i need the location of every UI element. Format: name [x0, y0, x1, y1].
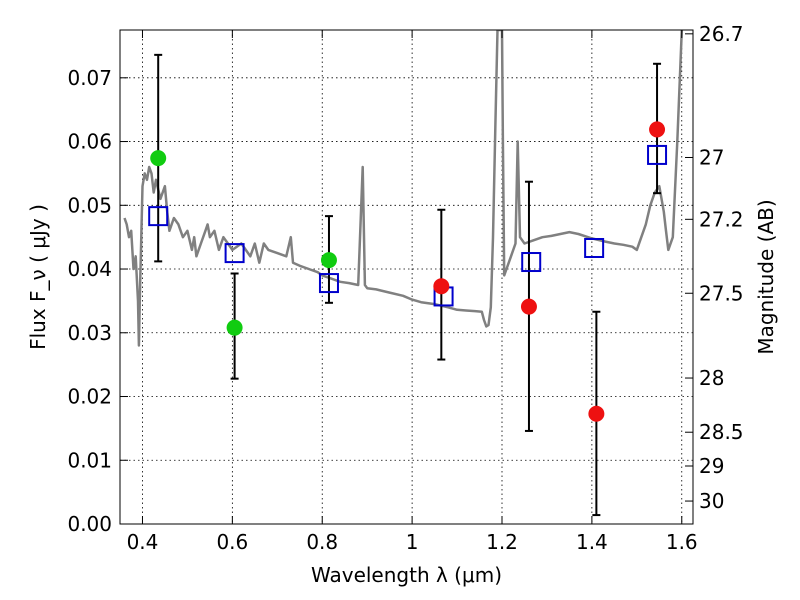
y-tick-label: 0.02	[67, 385, 112, 409]
y2-tick-label: 30	[699, 489, 724, 513]
y2-tick-label: 29	[699, 454, 724, 478]
square-marker	[647, 144, 668, 165]
y2-tick-label: 27.5	[699, 281, 744, 305]
marker-layer	[148, 121, 668, 422]
y2-tick-label: 28	[699, 366, 724, 390]
y-tick-label: 0.04	[67, 257, 112, 281]
y-tick-label: 0.03	[67, 321, 112, 345]
errorbar-layer	[154, 53, 662, 517]
circle-marker	[588, 405, 605, 422]
grid-layer	[120, 30, 693, 525]
circle-marker	[150, 150, 167, 167]
x-tick-label: 0.8	[306, 530, 338, 554]
model-spectrum-line	[123, 30, 684, 347]
tick-layer: 0.4 0.6 0.8 1 1.2 1.4 1.6 0.00 0.01 0.02 0.03 0.04 0…	[67, 22, 743, 554]
y-tick-label: 0.06	[67, 130, 112, 154]
x-axis-label: Wavelength λ (μm)	[311, 563, 502, 587]
x-tick-label: 1.2	[486, 530, 518, 554]
y-tick-label: 0.07	[67, 66, 112, 90]
x-tick-label: 0.4	[127, 530, 159, 554]
y-axis-label: Flux F_ν ( μJy )	[26, 204, 50, 350]
square-marker	[584, 237, 605, 258]
x-tick-label: 0.6	[216, 530, 248, 554]
y2-axis-label: Magnitude (AB)	[754, 199, 778, 354]
circle-marker	[433, 278, 450, 295]
y-tick-label: 0.05	[67, 193, 112, 217]
circle-marker	[649, 121, 666, 138]
x-tick-label: 1	[406, 530, 419, 554]
y-tick-label: 0.00	[67, 512, 112, 536]
square-marker	[318, 273, 339, 294]
y2-tick-label: 27	[699, 145, 724, 169]
model-spectrum-layer	[123, 30, 684, 347]
square-marker	[224, 243, 245, 264]
y2-tick-label: 27.2	[699, 207, 744, 231]
plot-frame	[119, 29, 694, 525]
circle-marker	[320, 252, 337, 269]
y-tick-label: 0.01	[67, 448, 112, 472]
square-marker	[521, 252, 542, 273]
x-tick-label: 1.6	[666, 530, 698, 554]
square-marker	[148, 206, 169, 227]
y2-tick-label: 28.5	[699, 420, 744, 444]
circle-marker	[520, 298, 537, 315]
circle-marker	[226, 319, 243, 336]
y2-tick-label: 26.7	[699, 22, 744, 46]
x-tick-label: 1.4	[576, 530, 608, 554]
